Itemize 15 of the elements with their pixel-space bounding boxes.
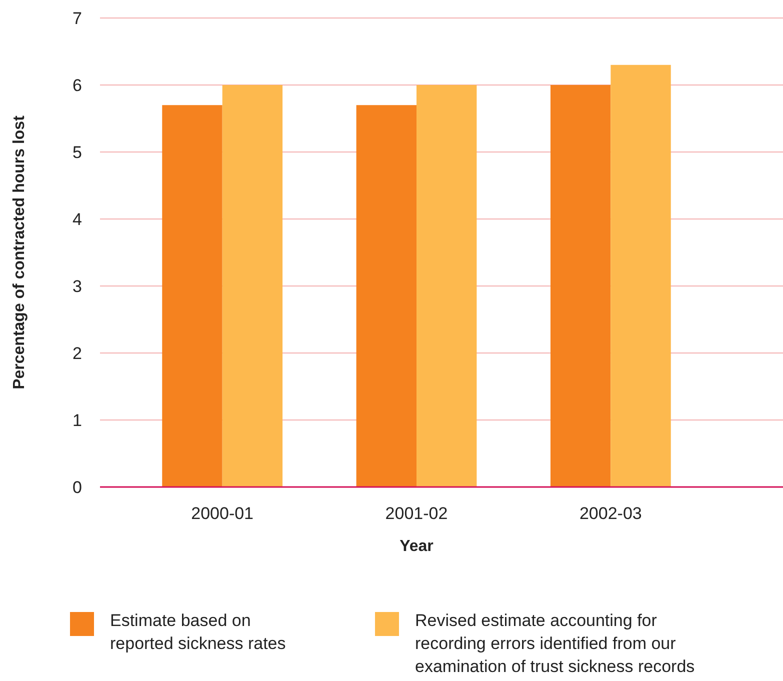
y-tick-label: 0 xyxy=(72,478,82,497)
y-tick-label: 3 xyxy=(72,276,82,296)
y-tick-label: 1 xyxy=(72,410,82,430)
y-tick-label: 7 xyxy=(72,8,82,28)
legend-label: Revised estimate accounting for recording errors identified from our examination of trust sickness records xyxy=(415,611,695,676)
y-tick-label: 2 xyxy=(72,344,82,363)
x-tick-label: 2002-03 xyxy=(579,504,642,523)
y-tick-label: 5 xyxy=(72,142,82,162)
y-tick-label: 4 xyxy=(72,210,82,229)
y-axis-title: Percentage of contracted hours lost xyxy=(11,114,28,390)
x-tick-label: 2001-02 xyxy=(385,504,448,523)
x-tick-label: 2000-01 xyxy=(191,504,254,523)
x-axis-title: Year xyxy=(400,538,434,555)
y-tick-label: 6 xyxy=(72,76,82,95)
legend-label: Estimate based on reported sickness rates xyxy=(110,611,286,653)
